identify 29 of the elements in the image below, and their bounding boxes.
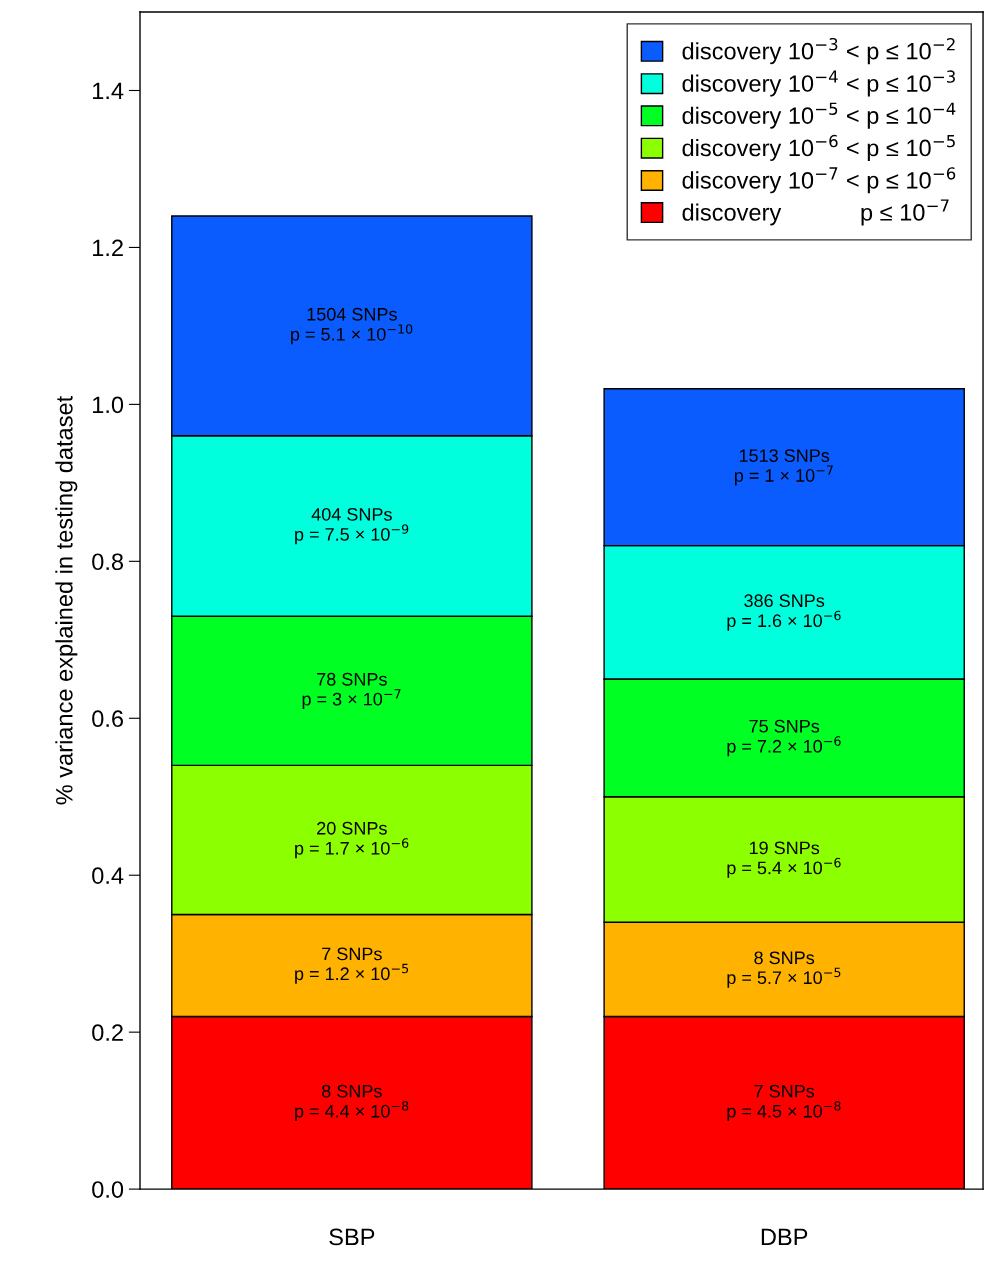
y-tick-label: 0.2	[92, 1024, 123, 1041]
annotation: 386 SNPs p = 1.6 × 10$^{−6}$	[727, 594, 841, 631]
annotation: 7 SNPs p = 4.5 × 10$^{−8}$	[727, 1084, 841, 1122]
annotation: 8 SNPs p = 5.7 × 10$^{−5}$	[727, 951, 841, 988]
annotation: 404 SNPs p = 7.5 × 10$^{−9}$	[295, 507, 409, 545]
y-tick-label: 0.6	[92, 710, 123, 728]
legend-label: discovery p ≤ 10$^{−7}$	[682, 199, 949, 226]
annotation: 1513 SNPs p = 1 × 10$^{−7}$	[734, 449, 833, 486]
legend-label: discovery 10$^{−6}$ < p ≤ 10$^{−5}$	[682, 134, 955, 161]
y-tick-label: 1.4	[93, 82, 124, 100]
y-axis-title: % variance explained in testing dataset	[55, 395, 78, 805]
annotation: 7 SNPs p = 1.2 × 10$^{−5}$	[295, 947, 409, 984]
y-tick-label: 0.0	[92, 1181, 124, 1198]
annotation: 78 SNPs p = 3 × 10$^{−7}$	[302, 672, 401, 710]
legend-label: discovery 10$^{−5}$ < p ≤ 10$^{−4}$	[682, 102, 956, 129]
y-tick-label: 0.4	[92, 867, 124, 884]
legend-label: discovery 10$^{−3}$ < p ≤ 10$^{−2}$	[682, 37, 955, 65]
legend-label: discovery 10$^{−7}$ < p ≤ 10$^{−6}$	[682, 167, 956, 194]
y-tick-label: 0.8	[92, 553, 124, 571]
annotation: 75 SNPs p = 7.2 × 10$^{−6}$	[727, 719, 841, 757]
y-tick-label: 1.2	[93, 239, 123, 256]
legend-label: discovery 10$^{−4}$ < p ≤ 10$^{−3}$	[682, 70, 955, 97]
annotation: 19 SNPs p = 5.4 × 10$^{−6}$	[727, 841, 841, 878]
annotation: 1504 SNPs p = 5.1 × 10$^{−10}$	[291, 307, 413, 345]
y-tick-label: 1.0	[93, 396, 124, 414]
x-tick-label: SBP	[329, 1228, 375, 1246]
x-tick-label: DBP	[761, 1228, 808, 1246]
annotation: 8 SNPs p = 4.4 × 10$^{−8}$	[295, 1084, 409, 1122]
annotation: 20 SNPs p = 1.7 × 10$^{−6}$	[295, 821, 409, 859]
